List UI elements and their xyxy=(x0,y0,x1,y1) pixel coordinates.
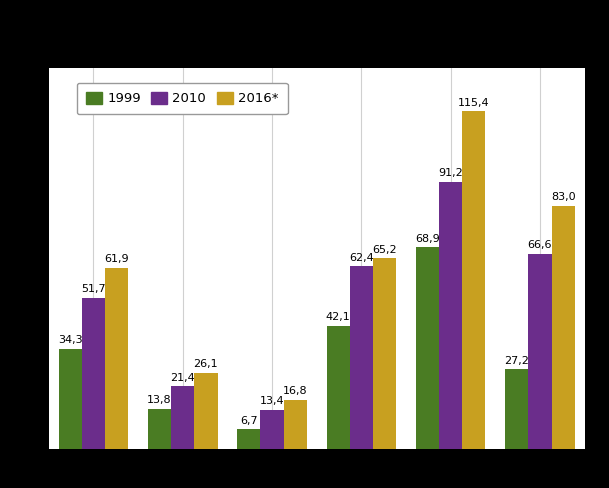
Bar xyxy=(350,266,373,449)
Text: 51,7: 51,7 xyxy=(81,284,106,294)
Bar xyxy=(194,372,217,449)
Bar xyxy=(148,408,171,449)
Bar xyxy=(261,410,284,449)
Bar xyxy=(529,254,552,449)
Text: 68,9: 68,9 xyxy=(415,234,440,244)
Legend: 1999, 2010, 2016*: 1999, 2010, 2016* xyxy=(77,82,287,114)
Text: 13,8: 13,8 xyxy=(147,395,172,405)
Text: 21,4: 21,4 xyxy=(171,373,195,383)
Text: 115,4: 115,4 xyxy=(458,98,490,107)
Text: 27,2: 27,2 xyxy=(504,356,529,366)
Bar xyxy=(58,348,82,449)
Bar xyxy=(373,258,396,449)
Text: 65,2: 65,2 xyxy=(372,244,397,255)
Bar xyxy=(439,182,462,449)
Bar xyxy=(237,429,261,449)
Bar xyxy=(105,268,128,449)
Text: 83,0: 83,0 xyxy=(551,192,576,203)
Text: 34,3: 34,3 xyxy=(58,335,82,345)
Bar xyxy=(416,247,439,449)
Bar xyxy=(462,111,485,449)
Text: 42,1: 42,1 xyxy=(326,312,351,322)
Bar xyxy=(284,400,307,449)
Text: 66,6: 66,6 xyxy=(528,241,552,250)
Bar xyxy=(505,369,529,449)
Text: 16,8: 16,8 xyxy=(283,386,308,396)
Bar xyxy=(326,325,350,449)
Bar xyxy=(171,386,194,449)
Text: 91,2: 91,2 xyxy=(438,168,463,179)
Bar xyxy=(82,298,105,449)
Bar xyxy=(552,206,575,449)
Text: 62,4: 62,4 xyxy=(349,253,374,263)
Text: 13,4: 13,4 xyxy=(259,396,284,406)
Text: 61,9: 61,9 xyxy=(104,254,129,264)
Text: 26,1: 26,1 xyxy=(194,359,218,369)
Text: 6,7: 6,7 xyxy=(240,416,258,426)
